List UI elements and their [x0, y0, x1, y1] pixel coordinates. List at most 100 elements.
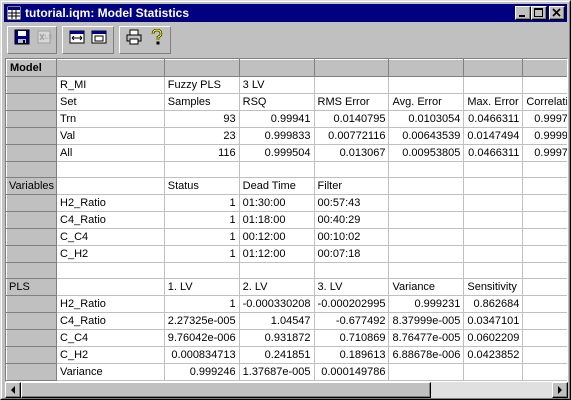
column-header[interactable] [522, 59, 567, 77]
grid-cell[interactable]: -0.000202995 [314, 295, 390, 313]
maximize-button[interactable] [531, 6, 547, 20]
grid-cell[interactable]: 1 [164, 245, 240, 263]
row-header[interactable]: Variables [6, 177, 58, 195]
grid-cell[interactable]: 0.0147494 [463, 127, 524, 145]
grid-cell[interactable]: 0.013067 [314, 144, 390, 162]
grid-cell[interactable]: 1 [164, 211, 240, 229]
grid-cell[interactable] [522, 228, 567, 246]
grid-cell[interactable]: -0.000330208 [239, 295, 315, 313]
grid-cell[interactable]: Val [56, 127, 165, 145]
grid-cell[interactable]: 0.0347101 [463, 312, 524, 330]
grid-cell[interactable]: 0.99941 [239, 110, 315, 128]
grid-cell[interactable] [56, 262, 165, 279]
grid-cell[interactable]: 0.999231 [388, 295, 465, 313]
save-button[interactable] [11, 27, 33, 48]
grid-cell[interactable] [388, 228, 465, 246]
grid-cell[interactable] [463, 161, 524, 178]
export-xls-button[interactable]: LS [33, 27, 55, 48]
row-header[interactable] [6, 161, 58, 178]
row-header[interactable]: PLS [6, 278, 58, 296]
grid-cell[interactable]: 0.0103054 [388, 110, 465, 128]
grid-cell[interactable] [239, 262, 315, 279]
grid-cell[interactable] [314, 262, 390, 279]
grid-cell[interactable] [463, 380, 524, 381]
grid-cell[interactable] [463, 363, 524, 381]
grid-cell[interactable]: 0.0423852 [463, 346, 524, 364]
grid-cell[interactable]: Max. Error [463, 93, 524, 111]
grid-cell[interactable]: 00:12:00 [239, 228, 315, 246]
grid-cell[interactable] [522, 161, 567, 178]
grid-cell[interactable] [388, 245, 465, 263]
grid-cell[interactable]: -0.677492 [314, 312, 390, 330]
statistics-grid[interactable]: Model R_MI Fuzzy PLS 3 LV Set Samples RSQ RMS E… [5, 58, 568, 382]
scroll-left-button[interactable] [5, 382, 21, 398]
grid-cell[interactable] [522, 211, 567, 229]
grid-cell[interactable]: 6.88678e-006 [388, 346, 465, 364]
grid-cell[interactable]: Correlation [522, 93, 567, 111]
grid-cell[interactable]: 0.999752 [522, 144, 567, 162]
grid-cell[interactable] [463, 262, 524, 279]
grid-cell[interactable]: 00:40:29 [314, 211, 390, 229]
grid-cell[interactable]: 0.999705 [522, 110, 567, 128]
grid-cell[interactable]: 0.0140795 [314, 110, 390, 128]
grid-cell[interactable]: 0.999504 [239, 144, 315, 162]
row-header[interactable] [6, 93, 58, 111]
grid-cell[interactable]: C4_Ratio [56, 312, 165, 330]
grid-cell[interactable]: Variance [388, 278, 465, 296]
row-header[interactable] [6, 380, 58, 381]
grid-cell[interactable]: 0.00643539 [388, 127, 465, 145]
grid-cell[interactable] [522, 245, 567, 263]
grid-cell[interactable] [522, 278, 567, 296]
grid-cell[interactable]: 0.189613 [314, 346, 390, 364]
grid-cell[interactable]: 2. LV [239, 278, 315, 296]
row-header[interactable] [6, 127, 58, 145]
grid-cell[interactable] [463, 211, 524, 229]
row-header[interactable] [6, 363, 58, 381]
grid-cell[interactable]: 0.0602209 [463, 329, 524, 347]
row-header[interactable] [6, 346, 58, 364]
fit-window-button[interactable] [88, 27, 110, 48]
app-grid-icon[interactable] [6, 5, 22, 21]
close-button[interactable] [549, 6, 565, 20]
grid-cell[interactable]: 0.00953805 [388, 144, 465, 162]
grid-cell[interactable]: 8.76477e-005 [388, 329, 465, 347]
grid-cell[interactable]: Filter [314, 177, 390, 195]
grid-cell[interactable] [522, 363, 567, 381]
grid-cell[interactable]: 01:30:00 [239, 194, 315, 212]
grid-cell[interactable] [388, 211, 465, 229]
scroll-right-button[interactable] [552, 382, 568, 398]
grid-corner-header[interactable]: Model [6, 59, 58, 77]
grid-cell[interactable]: C_H2 [56, 245, 165, 263]
grid-cell[interactable]: 01:18:00 [239, 211, 315, 229]
grid-cell[interactable]: 1 [164, 228, 240, 246]
row-header[interactable] [6, 312, 58, 330]
grid-cell[interactable]: 0.999246 [164, 380, 240, 381]
grid-cell[interactable]: Status [164, 177, 240, 195]
grid-cell[interactable]: 9.76042e-006 [164, 329, 240, 347]
grid-cell[interactable] [239, 161, 315, 178]
grid-cell[interactable]: Avg. Error [388, 93, 465, 111]
grid-cell[interactable] [388, 380, 465, 381]
grid-cell[interactable]: 23 [164, 127, 240, 145]
grid-cell[interactable]: 00:07:18 [314, 245, 390, 263]
grid-cell[interactable] [164, 262, 240, 279]
horizontal-scrollbar[interactable] [5, 382, 568, 398]
grid-cell[interactable]: 1. LV [164, 278, 240, 296]
row-header[interactable] [6, 228, 58, 246]
grid-cell[interactable]: Cumulative Variance [56, 380, 165, 381]
grid-cell[interactable] [388, 177, 465, 195]
grid-cell[interactable] [56, 278, 165, 296]
grid-cell[interactable]: 0.931872 [239, 329, 315, 347]
grid-cell[interactable]: Samples [164, 93, 240, 111]
row-header[interactable] [6, 245, 58, 263]
grid-cell[interactable]: 0.999246 [164, 363, 240, 381]
grid-cell[interactable]: 0.862684 [463, 295, 524, 313]
grid-cell[interactable] [522, 346, 567, 364]
grid-cell[interactable]: 1.04547 [239, 312, 315, 330]
grid-cell[interactable]: 0.000149786 [314, 363, 390, 381]
grid-cell[interactable] [463, 245, 524, 263]
title-bar[interactable]: tutorial.iqm: Model Statistics [4, 4, 567, 22]
grid-cell[interactable]: Dead Time [239, 177, 315, 195]
grid-cell[interactable]: 1 [164, 194, 240, 212]
help-button[interactable] [145, 27, 167, 48]
